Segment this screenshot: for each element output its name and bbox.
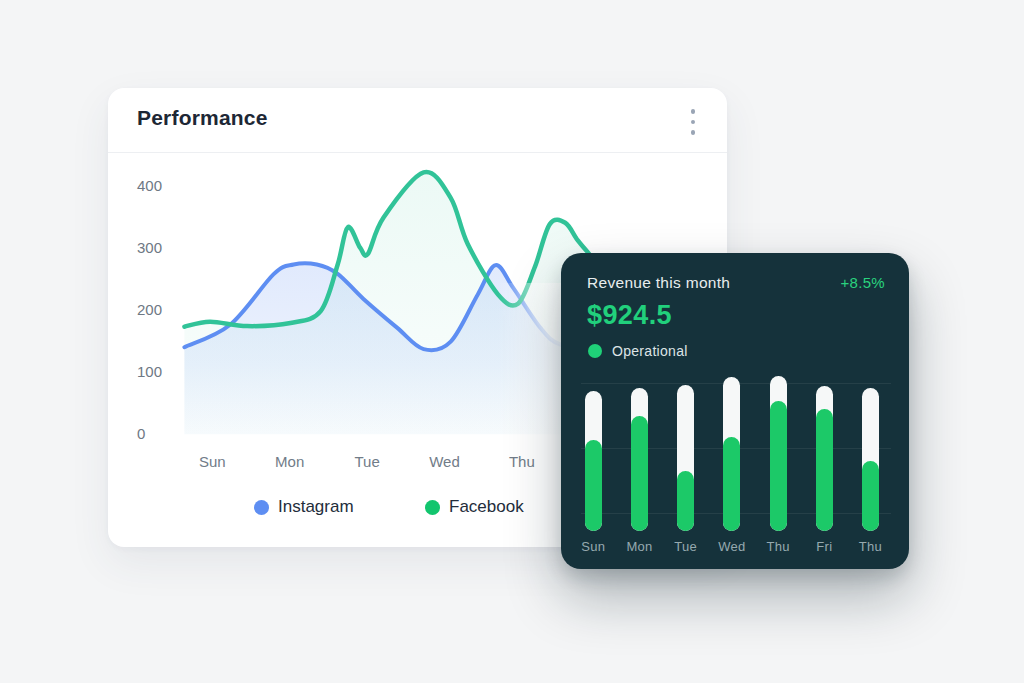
card-glow-overlay bbox=[498, 283, 568, 435]
status-label: Operational bbox=[612, 343, 688, 359]
legend-item-instagram: Instagram bbox=[254, 497, 354, 517]
revenue-delta-badge: +8.5% bbox=[841, 274, 885, 291]
y-tick-label: 400 bbox=[137, 177, 162, 195]
x-tick-label: Wed bbox=[415, 453, 475, 471]
bar-fill bbox=[677, 471, 694, 531]
status-row: Operational bbox=[588, 343, 688, 359]
instagram-dot-icon bbox=[254, 500, 269, 515]
bar-track-fri-5 bbox=[816, 386, 833, 531]
bar-track-thu-4 bbox=[770, 376, 787, 531]
bar-label: Wed bbox=[709, 539, 755, 554]
legend-label: Instagram bbox=[278, 497, 354, 517]
facebook-dot-icon bbox=[425, 500, 440, 515]
bar-fill bbox=[723, 437, 740, 531]
x-tick-label: Sun bbox=[182, 453, 242, 471]
x-tick-label: Mon bbox=[260, 453, 320, 471]
legend-label: Facebook bbox=[449, 497, 524, 517]
bar-fill bbox=[862, 461, 879, 531]
bar-label: Tue bbox=[663, 539, 709, 554]
y-tick-label: 0 bbox=[137, 425, 145, 443]
x-tick-label: Tue bbox=[337, 453, 397, 471]
bar-label: Thu bbox=[755, 539, 801, 554]
legend-item-facebook: Facebook bbox=[425, 497, 524, 517]
bar-track-wed-3 bbox=[723, 377, 740, 531]
y-tick-label: 200 bbox=[137, 301, 162, 319]
bar-fill bbox=[585, 440, 602, 531]
x-tick-label: Thu bbox=[492, 453, 552, 471]
y-tick-label: 100 bbox=[137, 363, 162, 381]
bar-track-tue-2 bbox=[677, 385, 694, 531]
bar-track-sun-0 bbox=[585, 391, 602, 531]
revenue-title: Revenue this month bbox=[587, 274, 730, 292]
bar-fill bbox=[770, 401, 787, 531]
status-dot-icon bbox=[588, 344, 602, 358]
revenue-card: Revenue this month +8.5% $924.5 Operatio… bbox=[561, 253, 909, 569]
bar-label: Mon bbox=[617, 539, 663, 554]
bar-track-mon-1 bbox=[631, 388, 648, 531]
revenue-amount: $924.5 bbox=[587, 300, 672, 331]
bar-label: Thu bbox=[848, 539, 894, 554]
dashboard: Performance 4003002001000 SunMonTueWedTh… bbox=[0, 0, 1024, 683]
bar-label: Fri bbox=[801, 539, 847, 554]
bar-track-thu-6 bbox=[862, 388, 879, 531]
bar-fill bbox=[631, 416, 648, 531]
bar-label: Sun bbox=[570, 539, 616, 554]
bar-fill bbox=[816, 409, 833, 531]
y-tick-label: 300 bbox=[137, 239, 162, 257]
